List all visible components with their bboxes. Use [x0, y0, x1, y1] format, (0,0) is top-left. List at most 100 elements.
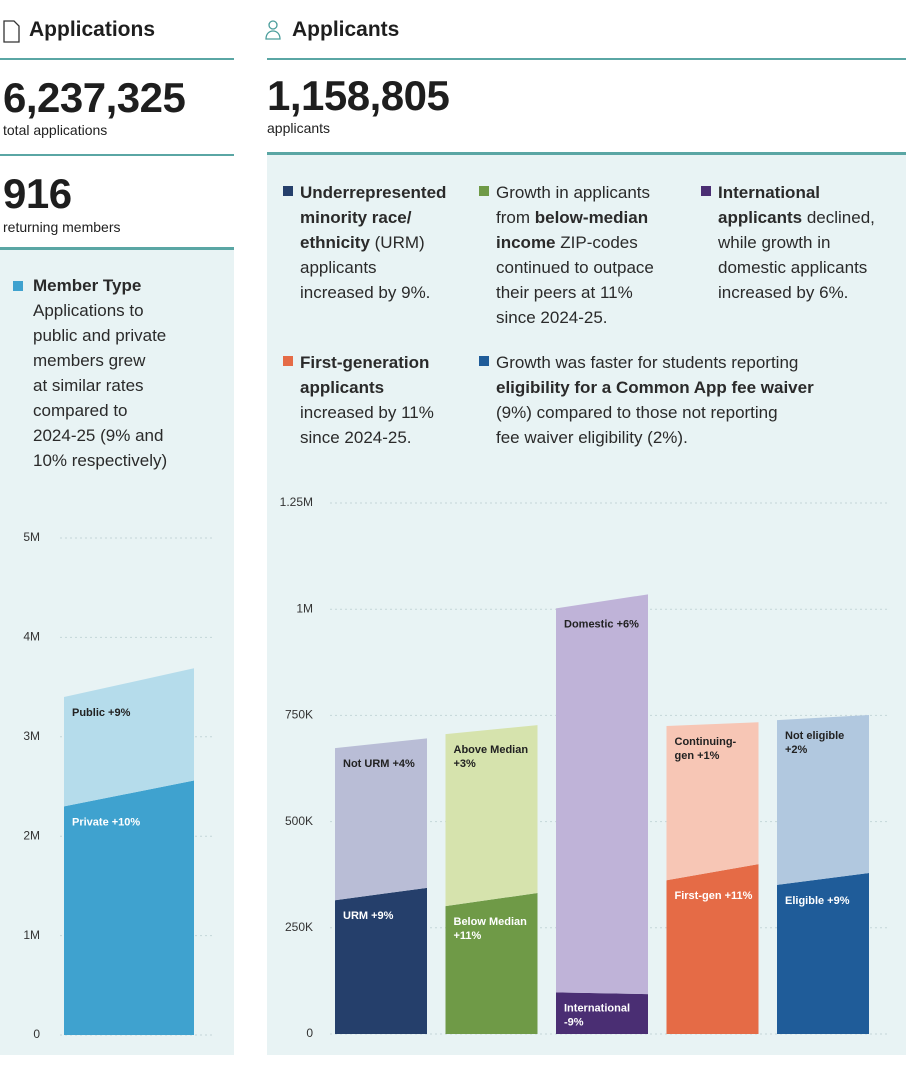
- text-line: their peers at 11%: [496, 280, 654, 305]
- y-tick-label: 2M: [23, 828, 40, 842]
- finding-text: First-generation applicants increased by 1…: [300, 350, 434, 450]
- note-line: 10% respectively): [33, 451, 168, 470]
- divider: [267, 58, 906, 60]
- y-tick-label: 3M: [23, 729, 40, 743]
- segment-label: Public +9%: [72, 707, 131, 719]
- text-line: International: [718, 180, 875, 205]
- note-line: members grew: [33, 351, 146, 370]
- text: Growth was faster for students reporting: [496, 352, 799, 372]
- y-tick-label: 4M: [23, 630, 40, 644]
- segment-label: Below Median: [454, 916, 528, 928]
- bold-text: International: [718, 182, 821, 202]
- bar-segment: [556, 992, 648, 1034]
- bold-text: applicants: [300, 377, 385, 397]
- legend-swatch: [479, 186, 489, 196]
- text-line: from below-median: [496, 205, 654, 230]
- text: (9%) compared to those not reporting: [496, 402, 778, 422]
- segment-label: -9%: [564, 1016, 584, 1028]
- bold-text: First-generation: [300, 352, 430, 372]
- finding-text: Growth in applicants from below-median inc…: [496, 180, 654, 330]
- y-tick-label: 1M: [296, 601, 313, 615]
- bar-segment: [666, 722, 759, 881]
- bold-text: applicants: [718, 207, 803, 227]
- total-applicants-label: applicants: [267, 120, 331, 136]
- text: since 2024-25.: [496, 307, 608, 327]
- text: (URM): [369, 232, 425, 252]
- text-line: increased by 11%: [300, 400, 434, 425]
- segment-label: +2%: [785, 744, 808, 756]
- text-line: since 2024-25.: [496, 305, 654, 330]
- text-line: income ZIP-codes: [496, 230, 654, 255]
- text-line: (9%) compared to those not reporting: [496, 400, 814, 425]
- text: applicants: [300, 257, 377, 277]
- text: increased by 9%.: [300, 282, 431, 302]
- bold-text: ethnicity: [300, 232, 370, 252]
- applications-title: Applications: [29, 18, 156, 41]
- text-line: while growth in: [718, 230, 875, 255]
- legend-swatch: [13, 281, 23, 291]
- y-tick-label: 5M: [23, 530, 40, 544]
- segment-label: URM +9%: [343, 910, 394, 922]
- text-line: applicants: [300, 255, 446, 280]
- finding-text: International applicants declined, while g…: [718, 180, 875, 305]
- segment-label: Not eligible: [785, 730, 844, 742]
- total-applications: 6,237,325: [3, 74, 186, 121]
- text-line: Growth was faster for students reporting: [496, 350, 814, 375]
- bar-segment: [777, 873, 869, 1034]
- text: since 2024-25.: [300, 427, 412, 447]
- text-line: increased by 6%.: [718, 280, 875, 305]
- bar-segment: [556, 594, 648, 995]
- text: from: [496, 207, 535, 227]
- text-line: domestic applicants: [718, 255, 875, 280]
- note-text: Applications to public and private members…: [33, 298, 167, 473]
- text-line: applicants declined,: [718, 205, 875, 230]
- y-tick-label: 500K: [285, 814, 313, 828]
- bar-segment: [777, 714, 869, 885]
- bar-segment: [64, 780, 194, 1035]
- text: declined,: [802, 207, 875, 227]
- text: increased by 11%: [300, 402, 434, 422]
- segment-label: First-gen +11%: [675, 890, 753, 902]
- bold-text: minority race/: [300, 207, 412, 227]
- text-line: minority race/: [300, 205, 446, 230]
- text-line: fee waiver eligibility (2%).: [496, 425, 814, 450]
- text: continued to outpace: [496, 257, 654, 277]
- segment-label: Domestic +6%: [564, 618, 639, 630]
- text-line: Underrepresented: [300, 180, 446, 205]
- y-tick-label: 1.25M: [280, 495, 313, 509]
- segment-label: Above Median: [454, 744, 529, 756]
- segment-label: Private +10%: [72, 816, 140, 828]
- note-line: public and private: [33, 326, 167, 345]
- bold-text: income: [496, 232, 556, 252]
- document-icon: [3, 20, 20, 43]
- bar-segment: [64, 668, 194, 807]
- y-tick-label: 0: [306, 1026, 313, 1040]
- bar-segment: [335, 738, 427, 901]
- returning-members: 916: [3, 170, 72, 217]
- bar-segment: [445, 725, 538, 907]
- divider: [0, 247, 234, 250]
- text: Growth in applicants: [496, 182, 651, 202]
- note-line: compared to: [33, 401, 128, 420]
- text-line: ethnicity (URM): [300, 230, 446, 255]
- segment-label: gen +1%: [675, 750, 720, 762]
- divider: [0, 154, 234, 156]
- legend-swatch: [701, 186, 711, 196]
- finding-text: Underrepresented minority race/ethnicity …: [300, 180, 446, 305]
- divider: [0, 58, 234, 60]
- segment-label: International: [564, 1002, 630, 1014]
- text: fee waiver eligibility (2%).: [496, 427, 688, 447]
- y-tick-label: 1M: [23, 928, 40, 942]
- text-line: applicants: [300, 375, 434, 400]
- text: ZIP-codes: [555, 232, 638, 252]
- text-line: increased by 9%.: [300, 280, 446, 305]
- bar-segment: [666, 864, 759, 1034]
- segment-label: Eligible +9%: [785, 895, 850, 907]
- note-line: at similar rates: [33, 376, 144, 395]
- applicants-title: Applicants: [292, 18, 400, 41]
- note-line: Applications to: [33, 301, 144, 320]
- note-line: 2024-25 (9% and: [33, 426, 164, 445]
- divider: [267, 152, 906, 155]
